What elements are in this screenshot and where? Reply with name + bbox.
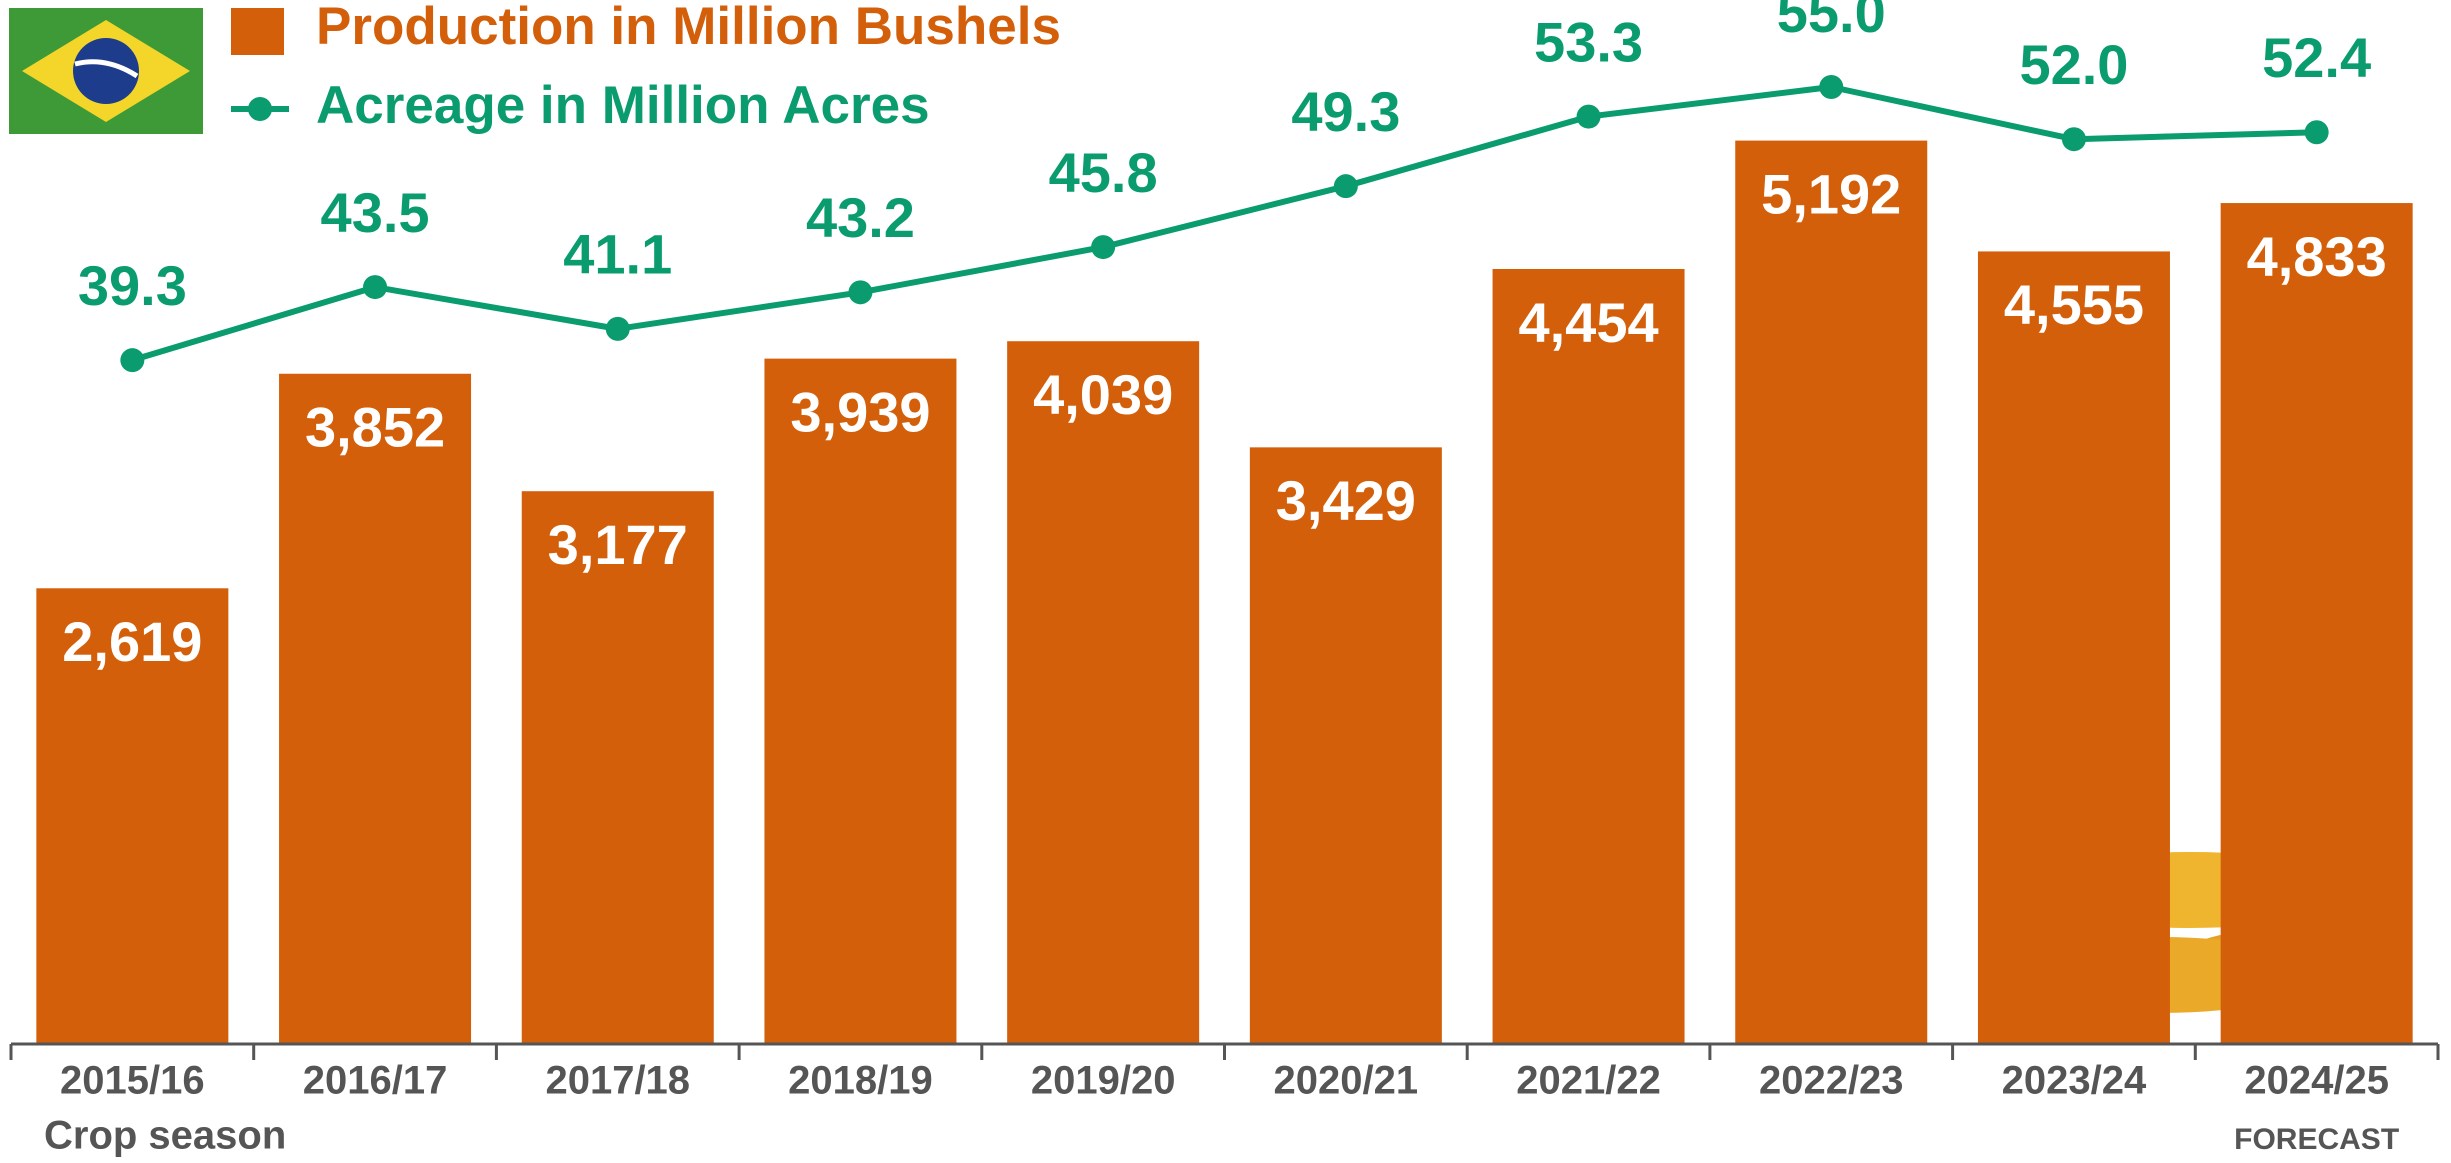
legend-label: Production in Million Bushels bbox=[316, 0, 1061, 56]
page: Production in Million Bushels Acreage in… bbox=[0, 0, 2451, 1163]
bar-value-label: 4,039 bbox=[1033, 363, 1173, 426]
x-tick-label: 2020/21 bbox=[1274, 1059, 1419, 1103]
bar-value-label: 3,939 bbox=[790, 380, 930, 443]
line-value-label: 43.2 bbox=[806, 186, 915, 249]
bar-value-label: 4,833 bbox=[2247, 225, 2387, 288]
line-value-label: 55.0 bbox=[1777, 0, 1886, 44]
chart: Production in Million Bushels Acreage in… bbox=[0, 0, 2451, 1163]
bar bbox=[1007, 341, 1199, 1044]
x-tick-label: 2015/16 bbox=[60, 1059, 205, 1103]
line-value-label: 49.3 bbox=[1291, 80, 1400, 143]
line-marker bbox=[1577, 105, 1601, 129]
x-tick-label: 2024/25 bbox=[2244, 1059, 2389, 1103]
line-marker bbox=[363, 275, 387, 299]
line-value-label: 52.4 bbox=[2262, 26, 2371, 89]
bar-value-label: 3,177 bbox=[548, 513, 688, 576]
legend-swatch bbox=[231, 8, 284, 55]
line-marker bbox=[606, 317, 630, 341]
x-tick-label: 2016/17 bbox=[303, 1059, 448, 1103]
bar-value-label: 5,192 bbox=[1761, 162, 1901, 225]
line-value-label: 45.8 bbox=[1049, 141, 1158, 204]
x-tick-label: 2021/22 bbox=[1516, 1059, 1661, 1103]
x-tick-label: 2018/19 bbox=[788, 1059, 933, 1103]
bar bbox=[1250, 447, 1442, 1044]
line-marker bbox=[2062, 127, 2086, 151]
bar bbox=[1978, 251, 2170, 1044]
line-marker bbox=[1819, 75, 1843, 99]
line-marker bbox=[848, 280, 872, 304]
bar-value-label: 4,454 bbox=[1518, 291, 1658, 354]
bar-value-label: 3,429 bbox=[1276, 469, 1416, 532]
bar bbox=[1493, 269, 1685, 1044]
x-tick-label: 2019/20 bbox=[1031, 1059, 1176, 1103]
legend-label: Acreage in Million Acres bbox=[316, 76, 930, 135]
line-value-label: 39.3 bbox=[78, 254, 187, 317]
line-value-label: 43.5 bbox=[321, 181, 430, 244]
line-marker bbox=[120, 348, 144, 372]
line-marker bbox=[2305, 120, 2329, 144]
x-tick-label: 2022/23 bbox=[1759, 1059, 1904, 1103]
bar bbox=[279, 374, 471, 1044]
bar bbox=[1735, 141, 1927, 1044]
legend-marker bbox=[248, 97, 272, 121]
line-marker bbox=[1334, 174, 1358, 198]
bar bbox=[2221, 203, 2413, 1044]
line-value-label: 53.3 bbox=[1534, 10, 1643, 73]
bar-value-label: 2,619 bbox=[62, 610, 202, 673]
bar bbox=[764, 359, 956, 1044]
bar-value-label: 3,852 bbox=[305, 396, 445, 459]
brazil-flag bbox=[9, 8, 203, 134]
x-tick-label: 2023/24 bbox=[2002, 1059, 2147, 1103]
x-tick-label: 2017/18 bbox=[545, 1059, 690, 1103]
bar-value-label: 4,555 bbox=[2004, 273, 2144, 336]
line-value-label: 52.0 bbox=[2019, 33, 2128, 96]
line-marker bbox=[1091, 235, 1115, 259]
line-value-label: 41.1 bbox=[563, 223, 672, 286]
annotation: FORECAST bbox=[2234, 1123, 2399, 1156]
x-axis-label: Crop season bbox=[44, 1114, 286, 1158]
